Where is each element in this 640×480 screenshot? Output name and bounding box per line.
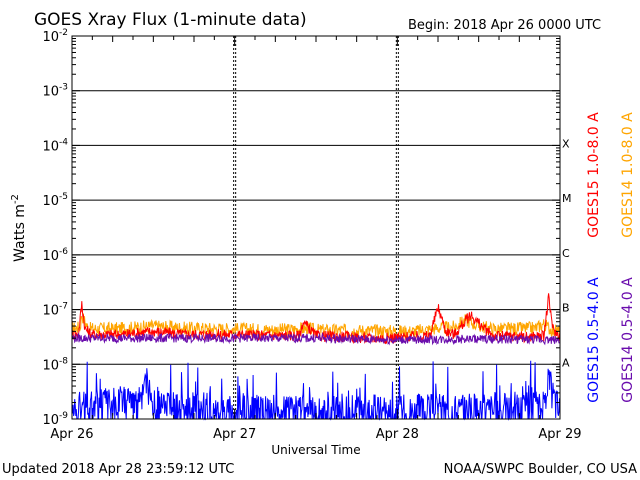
x-tick-label: Apr 27 — [213, 427, 256, 442]
x-tick-label: Apr 29 — [538, 427, 581, 442]
y-tick-label-base: 10 — [42, 194, 59, 209]
y-tick-label-base: 10 — [42, 358, 59, 373]
flare-class-label: C — [562, 247, 570, 260]
y-tick-label-base: 10 — [42, 413, 59, 428]
y-tick-label-base: 10 — [42, 249, 59, 264]
grid-lines — [72, 36, 560, 419]
y-tick-label-base: 10 — [42, 304, 59, 319]
y-tick-label: 10-2 — [42, 28, 68, 45]
updated-label: Updated 2018 Apr 28 23:59:12 UTC — [2, 462, 234, 477]
credit-label: NOAA/SWPC Boulder, CO USA — [444, 462, 637, 477]
x-tick-label: Apr 28 — [376, 427, 419, 442]
y-tick-label-base: 10 — [42, 30, 59, 45]
y-tick-label-base: 10 — [42, 139, 59, 154]
y-tick-label: 10-3 — [42, 83, 68, 100]
legend: GOES15 1.0-8.0 A GOES14 1.0-8.0 A GOES15 0… — [586, 112, 636, 403]
legend-entry: GOES15 0.5-4.0 A — [586, 277, 602, 403]
y-axis: 10-910-810-710-610-510-410-310-2 — [42, 28, 560, 428]
flare-class-label: A — [562, 356, 570, 369]
y-tick-label: 10-6 — [42, 247, 68, 264]
y-tick-label: 10-4 — [42, 137, 68, 154]
flare-class-label: X — [562, 137, 570, 150]
flare-class-labels: A B C M X — [562, 137, 572, 369]
y-tick-label-exponent: -4 — [59, 137, 68, 147]
x-tick-label: Apr 26 — [50, 427, 93, 442]
legend-entry: GOES14 1.0-8.0 A — [620, 112, 636, 238]
y-tick-label-exponent: -6 — [59, 247, 68, 257]
legend-entry: GOES15 1.0-8.0 A — [586, 112, 602, 238]
y-tick-label: 10-5 — [42, 192, 68, 209]
y-tick-label-exponent: -8 — [59, 356, 68, 366]
legend-entry: GOES14 0.5-4.0 A — [620, 277, 636, 403]
y-tick-label: 10-8 — [42, 356, 68, 373]
x-axis-label: Universal Time — [271, 443, 360, 457]
y-tick-label: 10-9 — [42, 411, 68, 428]
x-axis: Apr 26 Apr 27 Apr 28 Apr 29 — [50, 36, 582, 442]
begin-label: Begin: 2018 Apr 26 0000 UTC — [408, 18, 601, 33]
y-tick-label-base: 10 — [42, 85, 59, 100]
y-tick-label-exponent: -3 — [59, 83, 68, 93]
y-tick-label-exponent: -9 — [59, 411, 68, 421]
y-tick-label: 10-7 — [42, 302, 68, 319]
y-axis-label-text: Watts m — [12, 204, 28, 262]
flare-class-label: B — [562, 302, 570, 315]
flare-class-label: M — [562, 192, 572, 205]
chart-title: GOES Xray Flux (1-minute data) — [34, 10, 307, 30]
series-line — [71, 332, 561, 346]
y-axis-label-exponent: -2 — [10, 194, 21, 204]
y-tick-label-exponent: -2 — [59, 28, 68, 38]
y-axis-label: Watts m-2 — [10, 194, 28, 262]
y-tick-label-exponent: -7 — [59, 302, 68, 312]
y-tick-label-exponent: -5 — [59, 192, 68, 202]
svg-text:Watts m-2: Watts m-2 — [10, 194, 28, 262]
